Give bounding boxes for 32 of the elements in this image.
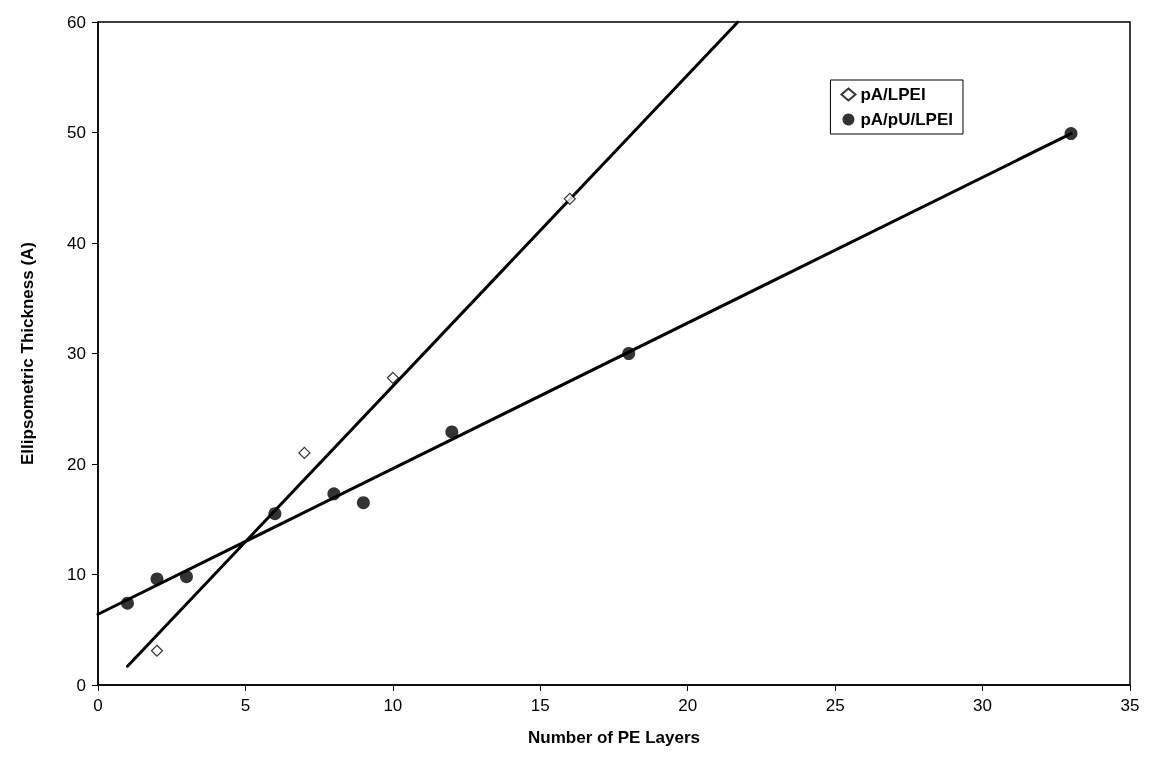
x-tick-label: 20 (678, 696, 698, 715)
point (386, 371, 399, 384)
point (1064, 127, 1078, 141)
point (622, 347, 636, 360)
point (179, 570, 193, 584)
point (150, 572, 164, 586)
x-axis-title: Number of PE Layers (528, 728, 700, 747)
point (327, 487, 341, 501)
legend-label: pA/LPEI (860, 85, 926, 104)
legend-label: pA/pU/LPEI (860, 110, 954, 129)
x-tick-label: 0 (93, 696, 103, 715)
x-tick-label: 10 (383, 696, 403, 715)
y-tick-label: 10 (67, 565, 86, 584)
y-tick-label: 40 (67, 233, 86, 253)
point (356, 496, 370, 510)
x-tick-label: 25 (825, 696, 845, 715)
point (150, 644, 164, 657)
x-tick-label: 35 (1120, 696, 1140, 715)
y-axis-title: Ellipsometric Thickness (A) (18, 242, 37, 465)
point (445, 425, 459, 439)
y-tick-label: 50 (67, 123, 86, 142)
x-tick-label: 5 (240, 696, 251, 715)
point (563, 192, 576, 205)
y-tick-label: 20 (67, 454, 86, 474)
x-tick-label: 15 (530, 696, 550, 715)
point (268, 507, 282, 521)
point (298, 446, 311, 460)
x-tick-label: 30 (973, 696, 993, 715)
y-tick-label: 0 (76, 675, 86, 695)
y-tick-label: 30 (67, 344, 86, 363)
point (121, 596, 134, 610)
y-tick-label: 60 (67, 12, 86, 32)
